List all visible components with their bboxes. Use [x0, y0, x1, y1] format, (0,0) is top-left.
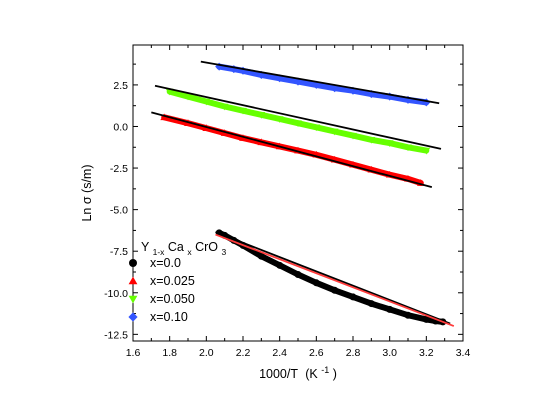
fit-line	[151, 111, 433, 189]
data-point	[348, 86, 358, 95]
legend-marker	[129, 259, 137, 267]
legend-title-sub-2: x	[187, 247, 192, 257]
data-point	[257, 252, 265, 260]
legend-label: x=0.10	[150, 310, 188, 324]
x-tick-label: 2.4	[272, 347, 287, 359]
y-tick-label: 0.0	[113, 121, 128, 133]
legend-entry: x=0.0	[129, 256, 181, 270]
x-axis-label-unit-close: )	[333, 367, 337, 381]
x-axis-label: 1000/T (K -1 )	[259, 362, 337, 381]
legend-title-sub-3: 3	[222, 247, 227, 257]
data-point	[331, 286, 339, 294]
data-point	[202, 98, 211, 106]
data-point	[349, 132, 357, 140]
fit-line	[215, 231, 451, 325]
fit-line	[200, 60, 440, 105]
legend-marker	[128, 295, 138, 304]
legend-entries: x=0.0 x=0.025 x=0.050 x=0.10	[128, 256, 195, 324]
data-point	[275, 74, 284, 83]
legend-entry: x=0.050	[128, 292, 195, 306]
x-tick-label: 1.8	[162, 347, 177, 359]
data-point	[275, 116, 284, 123]
data-point	[312, 124, 321, 132]
data-point	[165, 88, 174, 96]
data-point	[294, 120, 302, 128]
data-point	[385, 140, 394, 147]
legend-label: x=0.025	[150, 274, 195, 288]
data-point	[229, 65, 238, 74]
data-point	[239, 107, 247, 115]
series-band	[216, 63, 430, 106]
data-point	[294, 270, 302, 278]
data-point	[367, 136, 376, 144]
data-point	[330, 84, 339, 93]
x-tick-label: 2.2	[236, 347, 251, 359]
legend-entry: x=0.10	[128, 310, 188, 324]
data-point	[184, 93, 192, 101]
y-tick-label: -12.5	[104, 329, 128, 341]
legend-entry: x=0.025	[128, 274, 195, 288]
data-series-layer	[160, 62, 447, 326]
data-point	[367, 300, 375, 308]
data-point	[293, 77, 303, 86]
data-point	[257, 112, 266, 119]
legend-label: x=0.050	[150, 292, 195, 306]
y-tick-label: -7.5	[110, 246, 128, 258]
legend-label: x=0.0	[150, 256, 181, 270]
data-point	[330, 128, 339, 136]
x-axis-label-main: 1000/T	[259, 367, 298, 381]
x-tick-label: 3.2	[419, 347, 434, 359]
data-point	[160, 113, 169, 121]
x-tick-label: 3.4	[456, 347, 471, 359]
y-tick-label: -5.0	[110, 205, 128, 217]
data-point	[422, 147, 431, 155]
y-axis-label: Ln σ (s/m)	[80, 164, 94, 221]
y-tick-label: 2.5	[113, 80, 128, 92]
fit-lines-layer	[151, 60, 455, 327]
x-tick-label: 1.6	[126, 347, 141, 359]
x-tick-label: 2.8	[346, 347, 361, 359]
data-point	[386, 305, 394, 313]
data-point	[422, 315, 430, 323]
fit-line	[154, 84, 442, 150]
legend-title-sub-1: 1-x	[153, 247, 166, 257]
legend-title-cro: CrO	[195, 240, 218, 254]
data-point	[215, 62, 224, 71]
data-point	[238, 66, 248, 75]
fit-line	[215, 233, 455, 327]
data-point	[404, 144, 412, 152]
x-tick-label: 2.6	[309, 347, 324, 359]
axis-ticks: 1.6 1.8 2.0 2.2 2.4 2.6 2.8 3.0 3.2 3.4 2.5 0.0 -2.5…	[104, 45, 470, 359]
data-point	[312, 279, 320, 287]
x-tick-label: 3.0	[382, 347, 397, 359]
data-point	[404, 311, 412, 319]
legend-title-ca: Ca	[168, 240, 184, 254]
series-triangle-down	[165, 88, 431, 155]
x-tick-label: 2.0	[199, 347, 214, 359]
y-tick-label: -10.0	[104, 288, 128, 300]
series-diamond	[215, 62, 431, 107]
x-axis-label-unit-open: (K	[305, 367, 318, 381]
legend: Y 1-x Ca x CrO 3 x=0.0x=0.025x=0.050x=0.…	[128, 240, 227, 324]
data-point	[276, 261, 284, 269]
legend-marker	[128, 276, 138, 285]
data-point	[349, 293, 357, 301]
x-axis-label-unit-sup: -1	[321, 365, 329, 375]
data-point	[403, 95, 413, 104]
y-tick-label: -2.5	[110, 163, 128, 175]
legend-title-y: Y	[141, 240, 150, 254]
legend-marker	[128, 312, 138, 322]
data-point	[220, 103, 229, 111]
legend-title: Y 1-x Ca x CrO 3	[141, 240, 227, 258]
